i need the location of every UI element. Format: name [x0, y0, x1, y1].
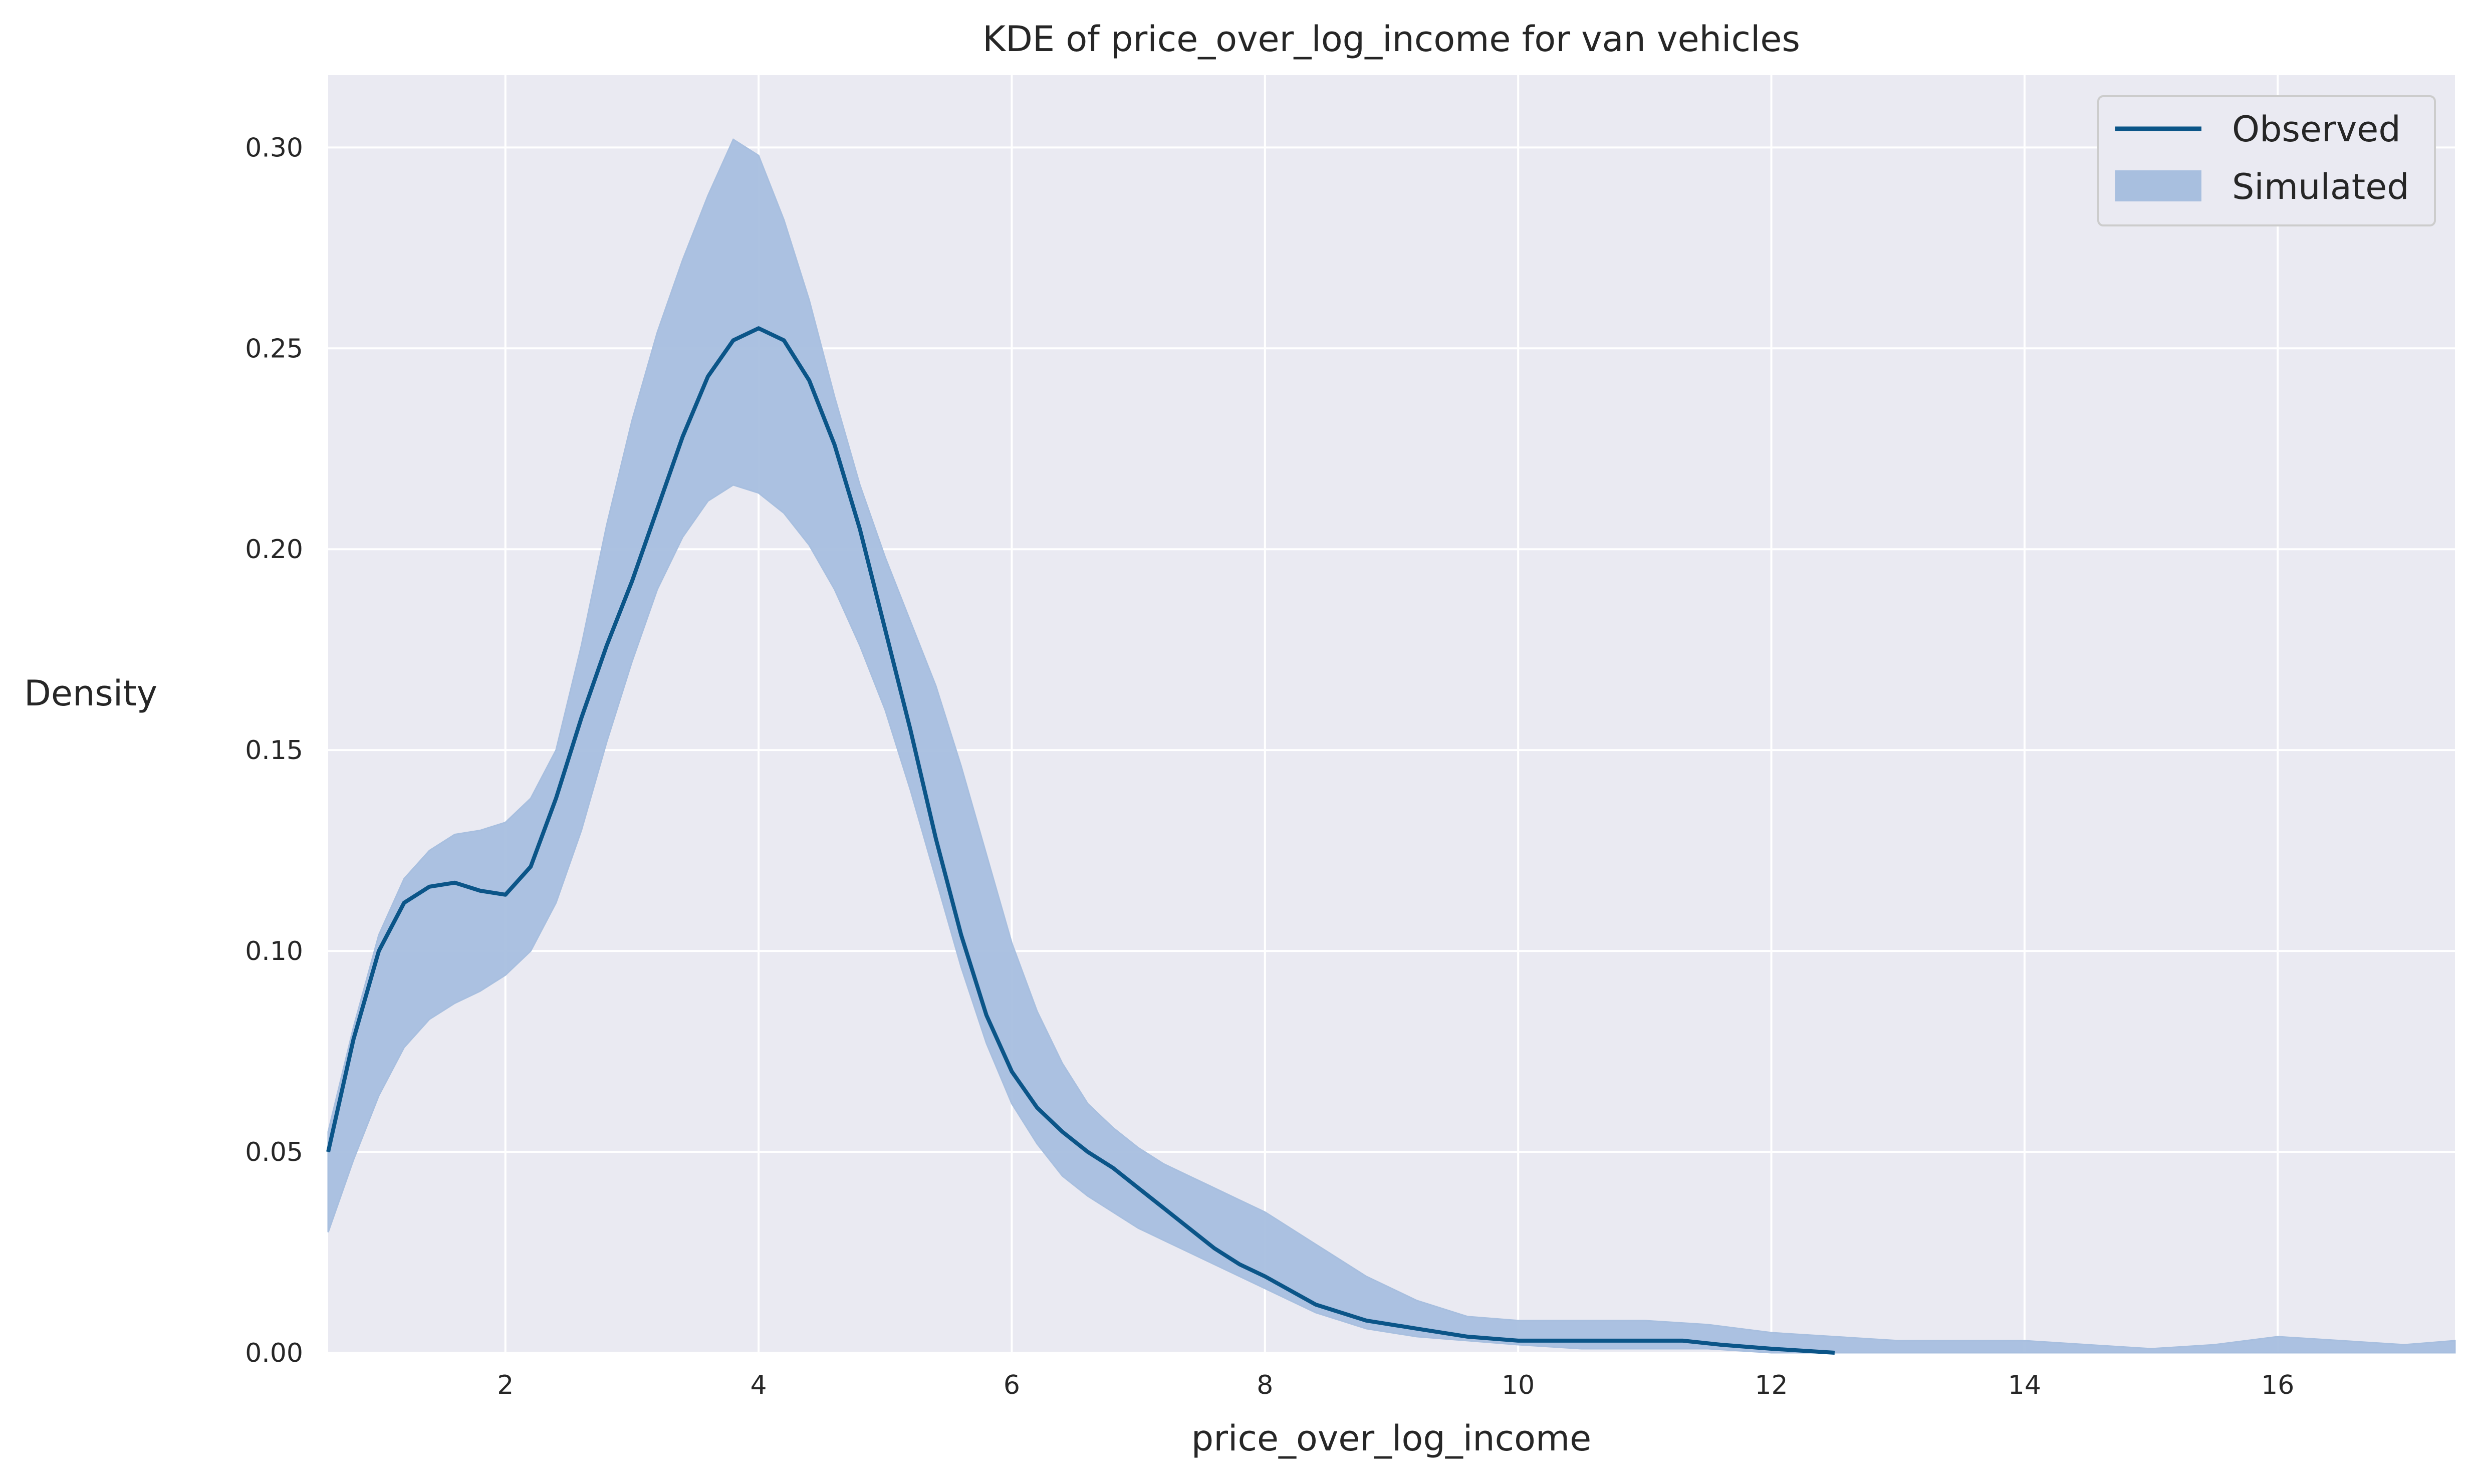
- legend-observed-label: Observed: [2232, 109, 2401, 150]
- grid-lines: [328, 75, 2455, 1354]
- plot-background: [328, 75, 2455, 1353]
- observed-line: [326, 326, 1835, 1355]
- legend-simulated-swatch: [2115, 170, 2201, 201]
- x-tick-label: 10: [1502, 1370, 1535, 1400]
- y-tick-label: 0.10: [245, 936, 303, 966]
- x-tick-label: 2: [497, 1370, 514, 1400]
- x-tick-label: 8: [1257, 1370, 1273, 1400]
- x-tick-label: 4: [751, 1370, 767, 1400]
- legend: Observed Simulated: [2097, 95, 2436, 226]
- x-tick-label: 14: [2008, 1370, 2041, 1400]
- y-tick-label: 0.00: [245, 1338, 303, 1368]
- x-tick-label: 6: [1004, 1370, 1020, 1400]
- legend-simulated-label: Simulated: [2232, 166, 2409, 207]
- chart-title: KDE of price_over_log_income for van veh…: [982, 19, 1800, 60]
- y-tick-label: 0.15: [245, 735, 303, 766]
- y-tick-label: 0.20: [245, 535, 303, 565]
- y-tick-label: 0.30: [245, 133, 303, 163]
- x-tick-label: 12: [1755, 1370, 1788, 1400]
- x-axis-title: price_over_log_income: [1191, 1418, 1591, 1459]
- simulated-band-group: [327, 138, 2456, 1354]
- y-axis-title: Density: [24, 673, 157, 714]
- tick-labels: 2 4 6 8 10 12 14 16 0.00 0.05 0.10 0.15 0.20 0.25 0.30: [245, 133, 2294, 1400]
- x-tick-label: 16: [2261, 1370, 2294, 1400]
- y-tick-label: 0.25: [245, 334, 303, 364]
- simulated-band: [327, 138, 2456, 1354]
- observed-line-group: [326, 326, 1835, 1355]
- y-tick-label: 0.05: [245, 1137, 303, 1167]
